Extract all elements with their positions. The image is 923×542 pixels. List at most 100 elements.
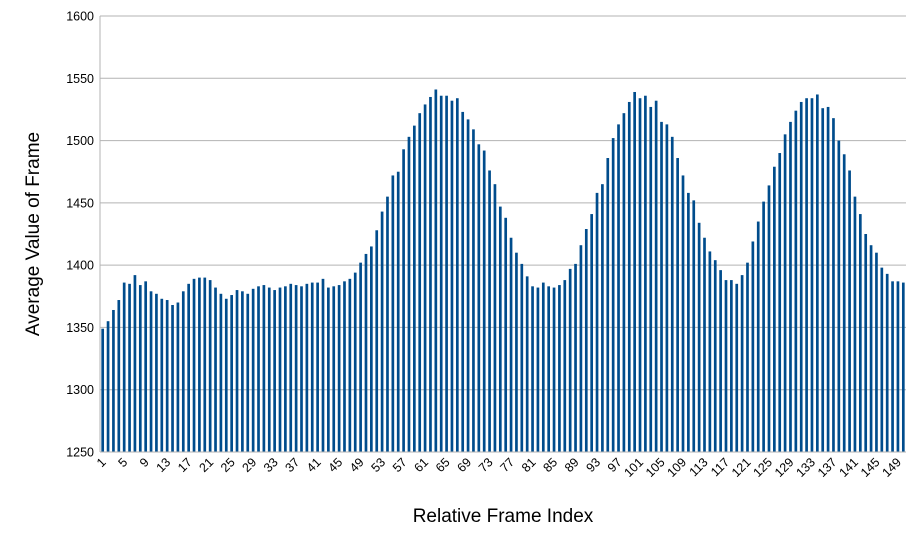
bar bbox=[584, 229, 588, 452]
bar bbox=[155, 293, 158, 452]
bar bbox=[627, 101, 631, 452]
bar bbox=[493, 184, 497, 452]
bar bbox=[515, 252, 518, 452]
bar bbox=[219, 293, 223, 452]
bar bbox=[520, 263, 524, 452]
x-axis-title: Relative Frame Index bbox=[413, 506, 594, 527]
bar bbox=[429, 96, 432, 452]
bar bbox=[472, 129, 475, 453]
bar bbox=[541, 282, 545, 452]
x-tick-label: 13 bbox=[154, 455, 174, 475]
bar bbox=[730, 280, 733, 452]
bar bbox=[284, 286, 287, 452]
bar bbox=[606, 158, 610, 453]
bar bbox=[171, 305, 174, 452]
bar bbox=[579, 245, 583, 452]
bar bbox=[488, 170, 491, 452]
bar bbox=[504, 217, 508, 452]
bar bbox=[875, 252, 878, 452]
bar bbox=[773, 166, 776, 452]
bar bbox=[208, 280, 212, 452]
y-tick-label: 1300 bbox=[66, 383, 94, 397]
bar bbox=[203, 277, 207, 452]
x-tick-label: 149 bbox=[879, 455, 904, 480]
x-tick-label: 49 bbox=[347, 455, 367, 475]
y-axis-title: Average Value of Frame bbox=[23, 132, 44, 336]
x-tick-label: 125 bbox=[750, 455, 775, 480]
bar bbox=[445, 95, 448, 453]
y-tick-label: 1250 bbox=[66, 446, 94, 460]
x-tick-label: 21 bbox=[197, 455, 217, 475]
bar bbox=[144, 281, 148, 452]
bar bbox=[703, 237, 706, 452]
gridlines bbox=[100, 15, 906, 453]
x-tick-label: 109 bbox=[664, 455, 689, 480]
bar bbox=[391, 175, 395, 453]
bar bbox=[412, 125, 416, 452]
bar bbox=[751, 241, 755, 452]
bar bbox=[251, 288, 255, 452]
bar bbox=[713, 260, 717, 452]
bar bbox=[660, 121, 663, 452]
bar bbox=[343, 281, 346, 452]
x-tick-label: 101 bbox=[621, 455, 646, 480]
bar bbox=[122, 282, 126, 452]
x-tick-label: 65 bbox=[433, 455, 453, 475]
bar bbox=[165, 300, 169, 452]
bar bbox=[230, 295, 233, 452]
x-tick-label: 61 bbox=[411, 455, 431, 475]
x-tick-label: 133 bbox=[793, 455, 818, 480]
bar bbox=[633, 91, 636, 452]
bar bbox=[407, 136, 411, 452]
bar bbox=[498, 206, 502, 452]
bar bbox=[681, 175, 685, 453]
bar bbox=[257, 286, 260, 452]
bar bbox=[644, 95, 647, 453]
bar bbox=[359, 262, 362, 452]
bar bbox=[558, 285, 561, 452]
bar bbox=[133, 275, 137, 452]
bar bbox=[327, 287, 330, 452]
x-tick-label: 129 bbox=[772, 455, 797, 480]
bar bbox=[687, 192, 690, 453]
bar bbox=[901, 282, 905, 452]
bar bbox=[590, 214, 594, 452]
bar bbox=[310, 282, 314, 452]
bar bbox=[224, 298, 228, 452]
bar bbox=[767, 185, 771, 452]
bar bbox=[762, 201, 765, 452]
bar bbox=[692, 200, 696, 452]
bar bbox=[300, 286, 303, 452]
bar bbox=[536, 287, 540, 452]
bar bbox=[574, 263, 577, 452]
bar bbox=[241, 291, 244, 452]
bars bbox=[101, 89, 905, 453]
x-tick-label: 5 bbox=[115, 455, 130, 470]
bar bbox=[289, 283, 293, 452]
x-tick-label: 37 bbox=[283, 455, 303, 475]
y-tick-label: 1400 bbox=[66, 259, 94, 273]
x-tick-label: 77 bbox=[497, 455, 517, 475]
x-tick-label: 33 bbox=[261, 455, 281, 475]
bar bbox=[815, 94, 819, 452]
x-tick-label: 69 bbox=[454, 455, 474, 475]
x-tick-labels: 1 5 9 13 17 21 25 29 33 37 41 45 49 53 57 61 65 69 73 77 81 8… bbox=[94, 455, 904, 480]
y-tick-label: 1450 bbox=[66, 196, 94, 210]
x-tick-label: 117 bbox=[708, 455, 732, 479]
bar bbox=[638, 98, 642, 453]
x-tick-label: 73 bbox=[476, 455, 496, 475]
x-tick-label: 53 bbox=[368, 455, 388, 475]
bar bbox=[160, 298, 164, 452]
bar bbox=[799, 101, 803, 452]
bar bbox=[896, 281, 900, 452]
bar bbox=[181, 291, 185, 452]
bar bbox=[316, 282, 319, 452]
bar bbox=[778, 153, 782, 452]
x-tick-label: 85 bbox=[540, 455, 560, 475]
bar bbox=[885, 273, 889, 452]
bar bbox=[332, 286, 336, 452]
bar bbox=[176, 302, 180, 452]
bar bbox=[321, 278, 325, 452]
y-tick-label: 1550 bbox=[66, 72, 94, 86]
